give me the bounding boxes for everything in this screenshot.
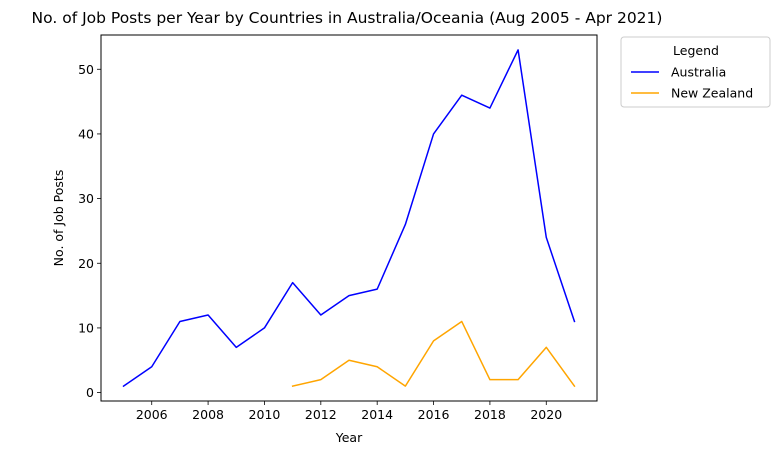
y-tick-label: 50 xyxy=(78,62,94,77)
y-tick-label: 30 xyxy=(78,191,94,206)
y-tick-label: 10 xyxy=(78,320,94,335)
x-tick-label: 2010 xyxy=(249,407,281,422)
y-axis-ticks: 0 10 20 30 40 50 xyxy=(78,62,101,400)
legend-box xyxy=(620,36,771,108)
x-axis-ticks: 2006 2008 2010 2012 2014 2016 2018 2020 xyxy=(136,401,562,422)
x-tick-label: 2014 xyxy=(361,407,393,422)
y-tick-label: 0 xyxy=(86,385,94,400)
y-tick-label: 20 xyxy=(78,256,94,271)
plot-area-frame xyxy=(100,34,598,402)
x-tick-label: 2012 xyxy=(305,407,337,422)
series-layer xyxy=(122,49,576,388)
y-axis-label: No. of Job Posts xyxy=(51,170,66,267)
series-line-australia xyxy=(122,49,576,388)
x-tick-label: 2008 xyxy=(192,407,224,422)
series-line-new-zealand xyxy=(291,320,576,388)
legend-label: Australia xyxy=(671,65,726,80)
legend-title: Legend xyxy=(673,43,719,58)
x-tick-label: 2016 xyxy=(418,407,450,422)
x-tick-label: 2020 xyxy=(530,407,562,422)
x-tick-label: 2006 xyxy=(136,407,168,422)
legend-label: New Zealand xyxy=(671,86,753,101)
chart-title: No. of Job Posts per Year by Countries i… xyxy=(32,9,663,27)
y-tick-label: 40 xyxy=(78,126,94,141)
x-tick-label: 2018 xyxy=(474,407,506,422)
legend-items: Australia New Zealand xyxy=(631,65,753,101)
legend: Legend Australia New Zealand xyxy=(620,36,771,108)
x-axis-label: Year xyxy=(335,430,363,445)
